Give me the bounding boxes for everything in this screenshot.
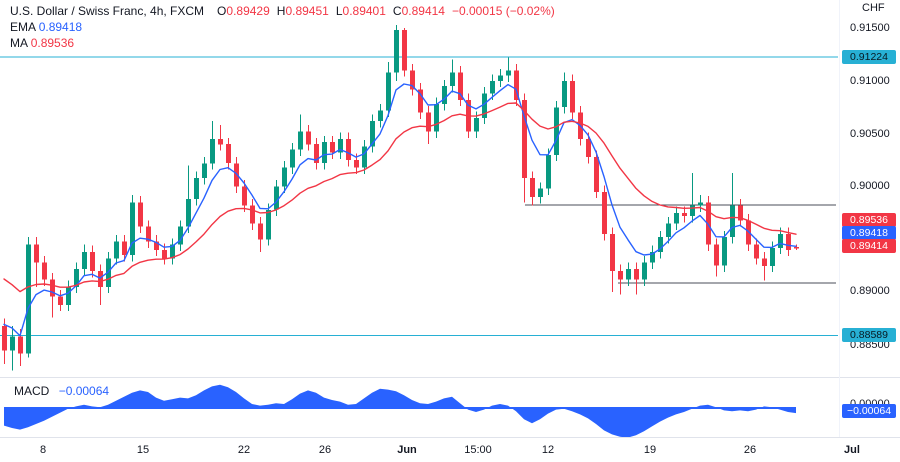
- candlesticks: [2, 24, 799, 371]
- price-axis[interactable]: CHF 0.91500 0.91000 0.90500 0.90000 0.89000 0…: [840, 0, 900, 462]
- price-tick: 0.90500: [850, 128, 890, 140]
- low-readout: L0.89401: [335, 4, 386, 18]
- price-axis-separator: [839, 0, 840, 437]
- ma-legend-row[interactable]: MA 0.89536: [10, 35, 555, 51]
- high-readout: H0.89451: [276, 4, 329, 18]
- macd-value: −0.00064: [58, 384, 110, 398]
- ema-value: 0.89418: [38, 20, 83, 34]
- time-tick: Jul: [844, 444, 860, 456]
- price-tick: 0.88500: [850, 339, 890, 351]
- time-tick: 22: [237, 444, 251, 456]
- time-axis-separator: [0, 437, 900, 438]
- time-tick: 26: [318, 444, 332, 456]
- ma-value-badge[interactable]: 0.89536: [842, 213, 896, 227]
- currency-label: CHF: [862, 2, 885, 14]
- symbol-title[interactable]: U.S. Dollar / Swiss Franc, 4h, FXCM: [10, 4, 205, 18]
- ma-value: 0.89536: [30, 36, 75, 50]
- time-tick: Jun: [397, 444, 417, 456]
- price-tick: 0.90000: [850, 180, 890, 192]
- time-tick: 19: [643, 444, 657, 456]
- symbol-legend-row[interactable]: U.S. Dollar / Swiss Franc, 4h, FXCM O0.89…: [10, 3, 555, 19]
- ma-label: MA: [10, 36, 28, 50]
- ema-legend-row[interactable]: EMA 0.89418: [10, 19, 555, 35]
- level-badge-lower[interactable]: 0.88589: [842, 328, 896, 342]
- level-badge-upper[interactable]: 0.91224: [842, 50, 896, 64]
- change-readout: −0.00015 (−0.02%): [451, 4, 555, 18]
- price-tick: 0.91000: [850, 75, 890, 87]
- pane-separator[interactable]: [0, 377, 900, 378]
- price-tick: 0.89000: [850, 285, 890, 297]
- time-axis[interactable]: 8 15 22 26 Jun 15:00 12 19 26 Jul: [0, 437, 900, 462]
- chart-legend: U.S. Dollar / Swiss Franc, 4h, FXCM O0.89…: [10, 3, 555, 51]
- macd-value-badge[interactable]: −0.00064: [842, 404, 896, 418]
- close-readout: C0.89414: [392, 4, 445, 18]
- macd-label: MACD: [14, 384, 50, 398]
- macd-legend-row[interactable]: MACD −0.00064: [14, 384, 109, 398]
- time-tick: 8: [39, 444, 47, 456]
- ema-label: EMA: [10, 20, 36, 34]
- last-price-badge[interactable]: 0.89414: [842, 239, 896, 253]
- time-tick: 26: [743, 444, 757, 456]
- time-tick: 12: [541, 444, 555, 456]
- time-tick: 15: [136, 444, 150, 456]
- time-tick: 15:00: [464, 444, 492, 456]
- ema-value-badge[interactable]: 0.89418: [842, 226, 896, 240]
- price-tick: 0.91500: [850, 22, 890, 34]
- open-readout: O0.89429: [217, 4, 270, 18]
